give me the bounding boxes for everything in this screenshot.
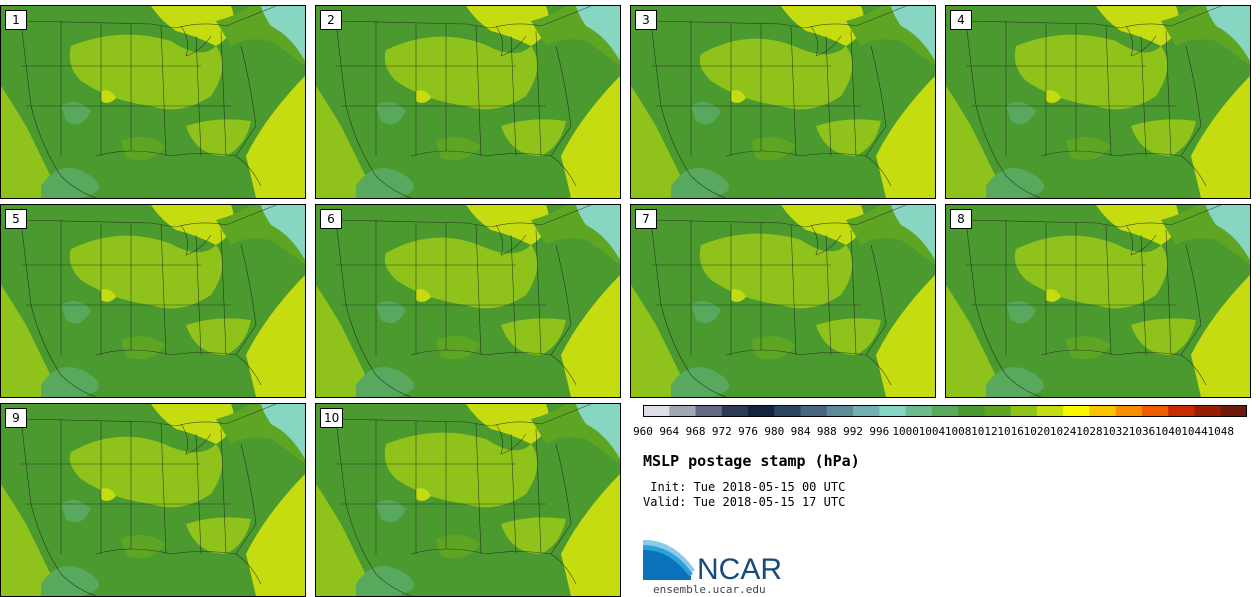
mslp-map: [316, 205, 620, 397]
map-panel-6: 6: [315, 204, 621, 398]
mslp-map: [1, 205, 305, 397]
mslp-map: [316, 6, 620, 198]
colorbar-tick-label: 1020: [1023, 425, 1051, 438]
colorbar-segment: [984, 405, 1012, 417]
valid-time: Valid: Tue 2018-05-15 17 UTC: [643, 495, 846, 509]
colorbar-tick-label: 1012: [971, 425, 998, 438]
colorbar-segment: [1115, 405, 1143, 417]
map-panel-7: 7: [630, 204, 936, 398]
colorbar-segment: [905, 405, 933, 417]
chart-title: MSLP postage stamp (hPa): [643, 452, 860, 470]
logo-url: ensemble.ucar.edu: [653, 583, 766, 596]
colorbar-tick-label: 1000: [892, 425, 919, 438]
colorbar-segment: [748, 405, 775, 417]
colorbar-tick-label: 972: [711, 425, 732, 438]
colorbar-tick-label: 1040: [1154, 425, 1182, 438]
colorbar-segment: [958, 405, 985, 417]
init-time: Init: Tue 2018-05-15 00 UTC: [650, 480, 846, 494]
colorbar-tick-label: 1016: [997, 425, 1024, 438]
colorbar-segment: [643, 405, 670, 417]
colorbar-tick-label: 964: [659, 425, 680, 438]
mslp-map: [1, 6, 305, 198]
mslp-map: [316, 404, 620, 596]
member-label: 4: [950, 10, 972, 30]
colorbar-tick-label: 984: [790, 425, 811, 438]
colorbar-segment: [879, 405, 907, 417]
colorbar-tick-label: 1008: [944, 425, 972, 438]
member-label: 6: [320, 209, 342, 229]
member-label: 9: [5, 408, 27, 428]
colorbar-tick-label: 1024: [1049, 425, 1077, 438]
mslp-map: [1, 404, 305, 596]
colorbar-tick-label: 1004: [918, 425, 946, 438]
map-panel-4: 4: [945, 5, 1251, 199]
member-label: 1: [5, 10, 27, 30]
map-panel-9: 9: [0, 403, 306, 597]
colorbar-segment: [1010, 405, 1038, 417]
colorbar-segment: [1168, 405, 1195, 417]
colorbar-tick-label: 996: [869, 425, 890, 438]
colorbar-segment: [931, 405, 959, 417]
map-panel-2: 2: [315, 5, 621, 199]
colorbar-tick-label: 960: [633, 425, 653, 438]
map-panel-8: 8: [945, 204, 1251, 398]
ncar-wordmark: NCAR: [697, 553, 782, 582]
member-label: 8: [950, 209, 972, 229]
colorbar-segment: [1141, 405, 1169, 417]
colorbar-tick-label: 1048: [1207, 425, 1234, 438]
mslp-map: [631, 205, 935, 397]
colorbar-segment: [1036, 405, 1064, 417]
member-label: 2: [320, 10, 342, 30]
colorbar-segment: [774, 405, 802, 417]
map-panel-10: 10: [315, 403, 621, 597]
mslp-map: [631, 6, 935, 198]
mslp-map: [946, 6, 1250, 198]
colorbar-tick-label: 968: [685, 425, 706, 438]
colorbar-tick-label: 1044: [1181, 425, 1208, 438]
colorbar-tick-label: 1028: [1076, 425, 1103, 438]
colorbar-tick-label: 1032: [1102, 425, 1129, 438]
member-label: 5: [5, 209, 27, 229]
member-label: 3: [635, 10, 657, 30]
colorbar-segment: [669, 405, 697, 417]
mslp-map: [946, 205, 1250, 397]
colorbar-segment: [853, 405, 880, 417]
ncar-swoosh-icon: [643, 540, 695, 580]
colorbar-segment: [695, 405, 723, 417]
member-label: 10: [320, 408, 344, 428]
colorbar-tick-label: 976: [738, 425, 758, 438]
map-panel-1: 1: [0, 5, 306, 199]
colorbar-segment: [721, 405, 749, 417]
map-panel-5: 5: [0, 204, 306, 398]
member-label: 7: [635, 209, 657, 229]
colorbar-segment: [1063, 405, 1090, 417]
colorbar-segment: [800, 405, 828, 417]
map-panel-3: 3: [630, 5, 936, 199]
colorbar-border: [643, 405, 1247, 417]
colorbar-segment: [1089, 405, 1117, 417]
colorbar-tick-label: 1036: [1128, 425, 1156, 438]
ncar-logo: NCAR: [643, 540, 782, 582]
colorbar-tick-label: 980: [764, 425, 785, 438]
colorbar-segment: [1220, 405, 1247, 417]
colorbar-tick-label: 992: [843, 425, 864, 438]
colorbar-tick-label: 988: [816, 425, 837, 438]
colorbar: [643, 405, 1247, 417]
colorbar-segment: [1194, 405, 1222, 417]
colorbar-segment: [826, 405, 854, 417]
